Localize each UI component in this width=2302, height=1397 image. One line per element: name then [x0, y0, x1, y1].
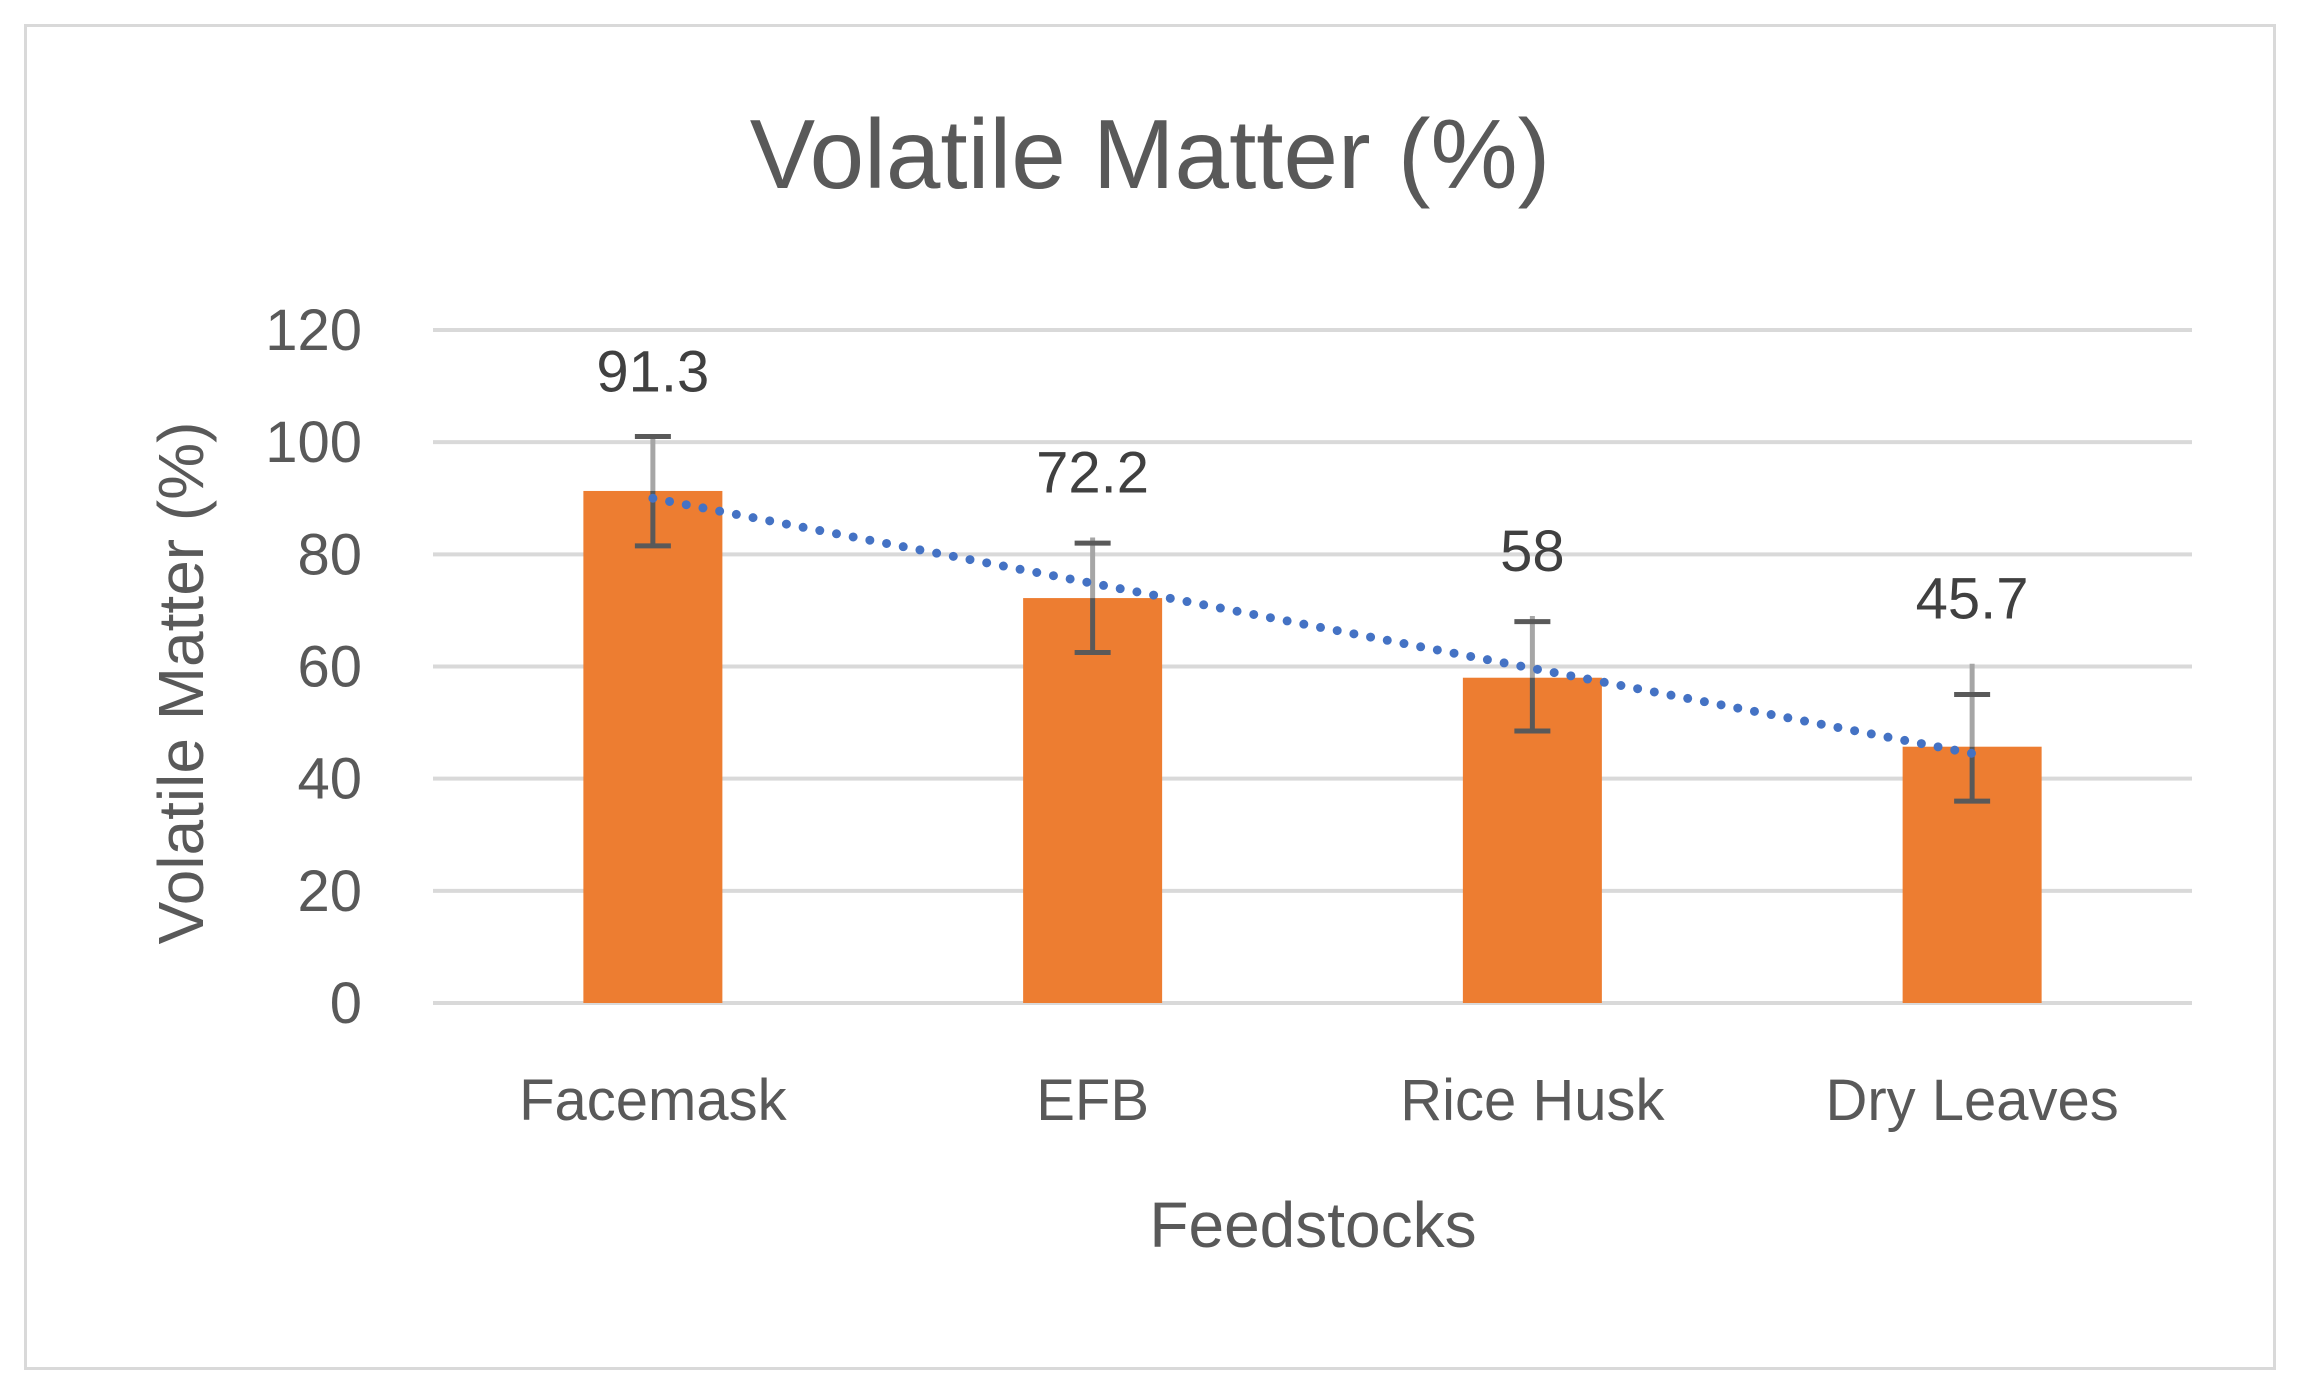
chart-title: Volatile Matter (%) [750, 99, 1551, 209]
bar [583, 490, 723, 1003]
data-label: 91.3 [596, 340, 709, 405]
y-tick-label: 40 [297, 747, 362, 812]
y-tick-label: 20 [297, 859, 362, 924]
y-tick-label: 60 [297, 635, 362, 700]
y-axis-tick-labels: 0 20 40 60 80 100 120 [265, 298, 362, 1036]
x-axis-tick-labels: Facemask EFB Rice Husk Dry Leaves [519, 1068, 2119, 1133]
data-label: 58 [1500, 519, 1565, 584]
data-label: 45.7 [1916, 567, 2029, 632]
y-tick-label: 120 [265, 298, 362, 363]
bars [583, 490, 2042, 1003]
y-tick-label: 100 [265, 410, 362, 475]
x-tick-label: Dry Leaves [1825, 1068, 2118, 1133]
y-tick-label: 80 [297, 522, 362, 587]
data-labels: 91.3 72.2 58 45.7 [596, 340, 2028, 632]
y-axis-title: Volatile Matter (%) [145, 422, 217, 945]
x-axis-title: Feedstocks [1149, 1189, 1476, 1261]
error-bars [634, 434, 1991, 804]
trendline [648, 493, 1977, 758]
y-tick-label: 0 [330, 971, 362, 1036]
x-tick-label: EFB [1036, 1068, 1149, 1133]
data-label: 72.2 [1036, 441, 1149, 506]
trendline-group [648, 493, 1977, 758]
x-tick-label: Rice Husk [1400, 1068, 1665, 1133]
x-tick-label: Facemask [519, 1068, 788, 1133]
gridlines [433, 328, 2192, 1005]
bar [1023, 598, 1163, 1003]
